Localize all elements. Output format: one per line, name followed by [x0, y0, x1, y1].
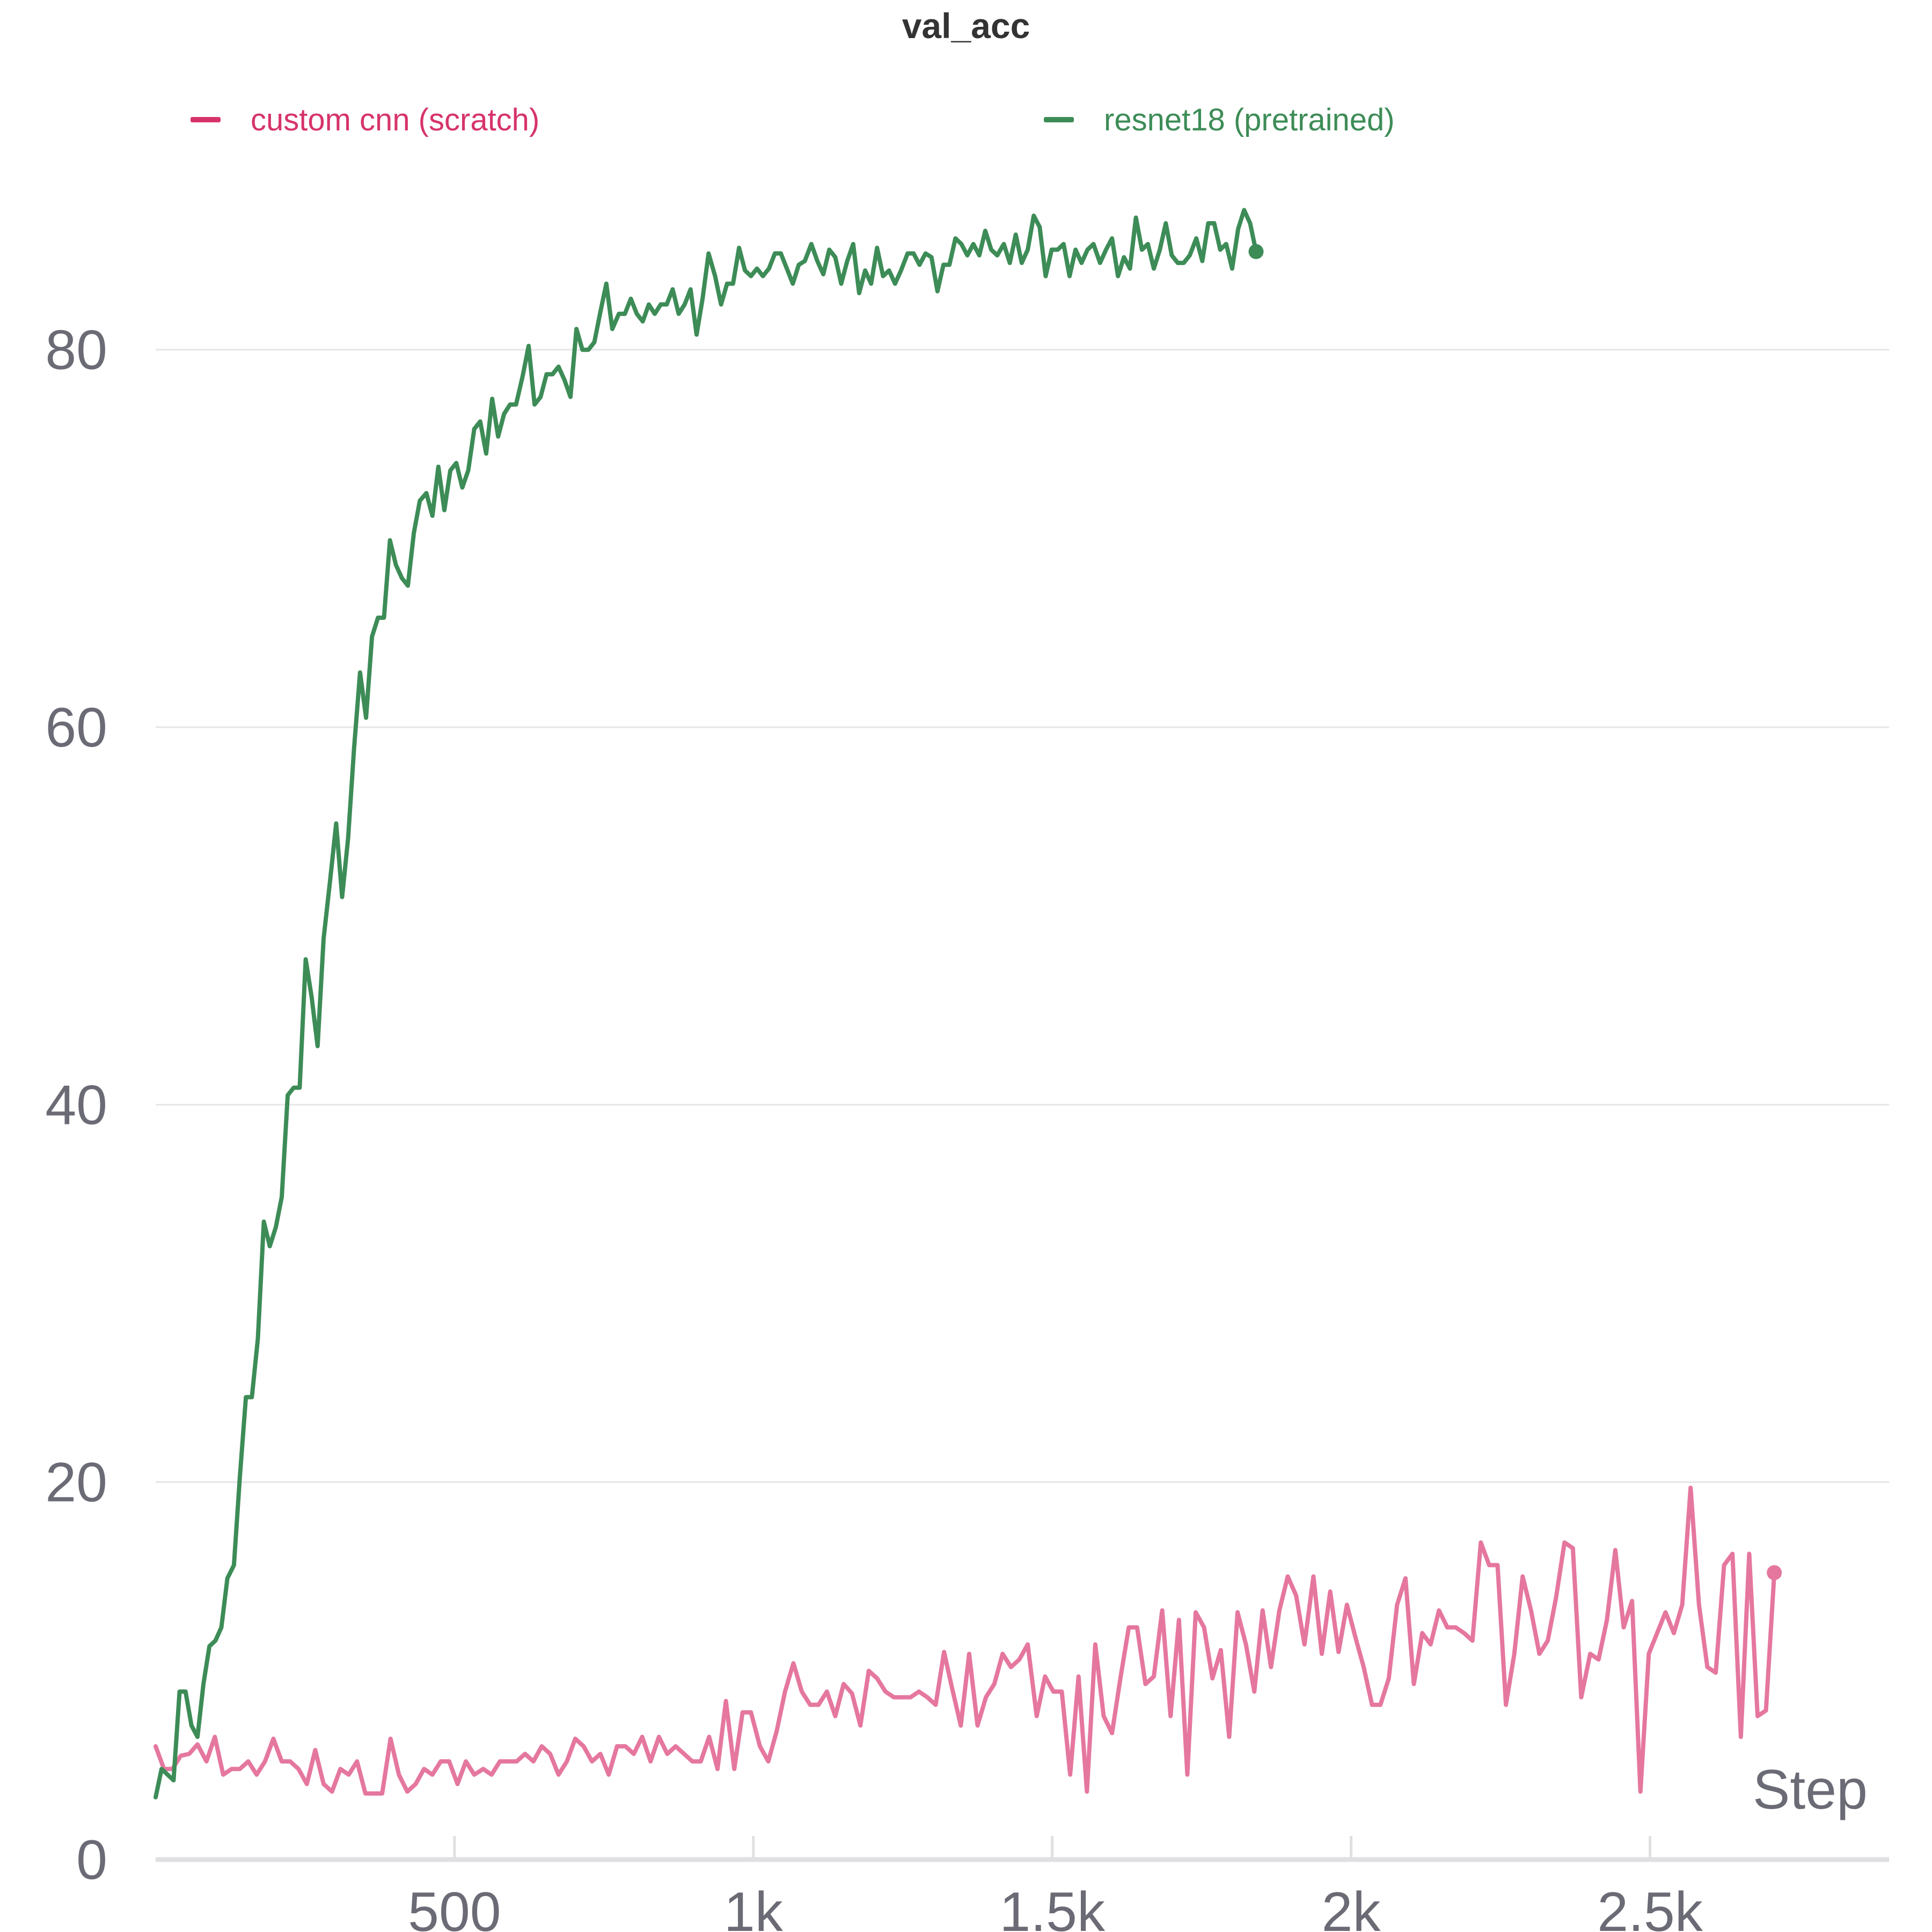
chart-title: val_acc	[902, 6, 1030, 46]
legend-swatch-custom-cnn	[191, 117, 221, 122]
x-tick-label-2500: 2.5k	[1597, 1881, 1703, 1932]
y-tick-label-20: 20	[45, 1452, 107, 1514]
x-tick-label-2000: 2k	[1322, 1881, 1381, 1932]
series-endpoint-1	[1248, 244, 1264, 259]
legend-item-custom-cnn[interactable]: custom cnn (scratch)	[191, 98, 539, 141]
y-tick-label-80: 80	[45, 319, 107, 382]
legend-label-resnet18: resnet18 (pretrained)	[1104, 102, 1395, 137]
series-line-1[interactable]	[153, 208, 1258, 1799]
x-tick-label-500: 500	[408, 1881, 501, 1932]
y-tick-label-60: 60	[45, 697, 107, 759]
legend-label-custom-cnn: custom cnn (scratch)	[251, 102, 540, 137]
series-line-0[interactable]	[153, 1485, 1777, 1796]
x-tick-label-1000: 1k	[724, 1881, 784, 1932]
x-tick-label-1500: 1.5k	[999, 1881, 1106, 1932]
legend-item-resnet18[interactable]: resnet18 (pretrained)	[1044, 98, 1395, 141]
y-tick-label-0: 0	[76, 1829, 107, 1891]
axes: 0 20 40 60 80 500 1k 1.5k 2k 2.5k	[45, 319, 1889, 1932]
series-lines	[153, 208, 1782, 1799]
series-endpoint-0	[1767, 1565, 1782, 1580]
y-tick-label-40: 40	[45, 1074, 107, 1136]
axis-labels: Step	[1753, 1759, 1868, 1821]
legend-swatch-resnet18	[1044, 117, 1074, 122]
gridlines	[156, 349, 1889, 1483]
x-axis-label: Step	[1753, 1759, 1868, 1821]
